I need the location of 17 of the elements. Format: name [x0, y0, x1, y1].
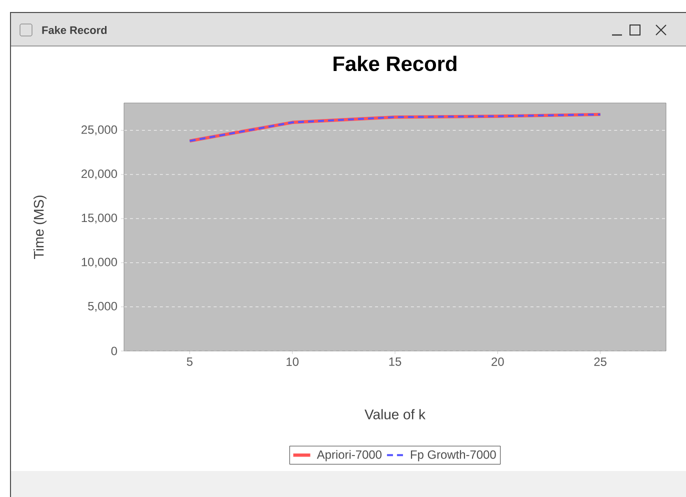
y-tick-label: 10,000: [82, 258, 118, 268]
y-tick-label: 5,000: [88, 302, 118, 312]
y-tick-label: 15,000: [82, 214, 118, 224]
y-axis-title: Time (MS): [34, 196, 46, 259]
y-tick-label: 20,000: [82, 170, 118, 180]
x-tick-label: 5: [186, 358, 193, 366]
x-axis-title: Value of k: [364, 409, 426, 420]
x-tick-label: 15: [389, 358, 402, 366]
legend-label: Fp Growth-7000: [410, 450, 496, 462]
x-tick-label: 25: [594, 358, 606, 366]
x-tick-label: 20: [492, 358, 504, 366]
x-tick-label: 10: [286, 358, 299, 366]
text: Fake Record: [42, 26, 107, 34]
y-tick-label: 0: [111, 346, 118, 356]
chart-title: Fake Record: [334, 56, 456, 72]
y-tick-label: 25,000: [82, 125, 118, 136]
legend-label: Apriori-7000: [316, 450, 382, 462]
